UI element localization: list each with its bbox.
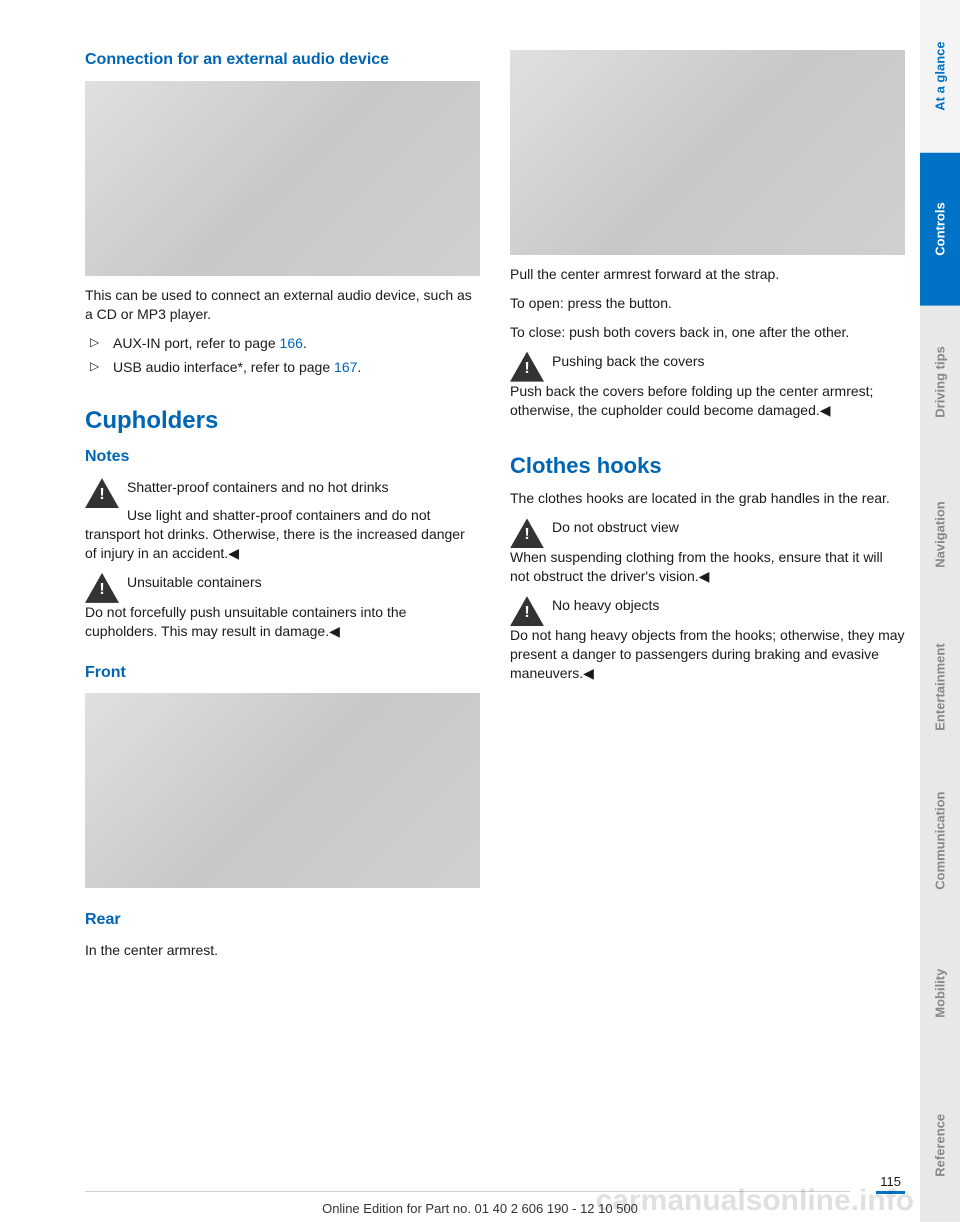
warning-title: Shatter-proof containers and no hot drin… <box>85 478 480 497</box>
tab-communication[interactable]: Communication <box>920 764 960 917</box>
warning-body: Do not forcefully push unsuitable contai… <box>85 603 480 641</box>
tab-entertainment[interactable]: Entertainment <box>920 611 960 764</box>
warning-title: Do not obstruct view <box>510 518 905 537</box>
warning-obstruct: Do not obstruct view When suspending clo… <box>510 518 905 586</box>
warning-unsuitable: Unsuitable containers Do not forcefully … <box>85 573 480 641</box>
heading-notes: Notes <box>85 447 480 468</box>
heading-front: Front <box>85 663 480 684</box>
warning-title: Pushing back the covers <box>510 352 905 371</box>
list-text-post: . <box>357 359 361 375</box>
list-item-usb: USB audio interface*, refer to page 167. <box>85 358 480 377</box>
warning-title: Unsuitable containers <box>85 573 480 592</box>
manual-page: Connection for an external audio device … <box>0 0 960 1222</box>
heading-rear: Rear <box>85 910 480 931</box>
warning-body: When suspending clothing from the hooks,… <box>510 548 905 586</box>
heading-connection: Connection for an external audio device <box>85 50 480 71</box>
list-item-aux: AUX-IN port, refer to page 166. <box>85 334 480 353</box>
warning-body: Push back the covers before folding up t… <box>510 382 905 420</box>
text-pull: Pull the center armrest forward at the s… <box>510 265 905 284</box>
heading-clothes-hooks: Clothes hooks <box>510 453 905 479</box>
list-text: USB audio interface*, refer to page <box>113 359 334 375</box>
watermark: carmanualsonline.info <box>596 1184 914 1218</box>
heading-cupholders: Cupholders <box>85 407 480 435</box>
section-tabs: At a glance Controls Driving tips Naviga… <box>920 0 960 1222</box>
image-front-cupholder <box>85 693 480 888</box>
left-column: Connection for an external audio device … <box>85 50 480 970</box>
text-connect-body: This can be used to connect an external … <box>85 286 480 324</box>
tab-driving-tips[interactable]: Driving tips <box>920 306 960 459</box>
image-armrest-audio <box>85 81 480 276</box>
tab-at-a-glance[interactable]: At a glance <box>920 0 960 153</box>
list-text-post: . <box>303 335 307 351</box>
text-clothes-body: The clothes hooks are located in the gra… <box>510 489 905 508</box>
text-rear-body: In the center armrest. <box>85 941 480 960</box>
warning-body: Use light and shatter-proof containers a… <box>85 506 480 563</box>
tab-controls[interactable]: Controls <box>920 153 960 306</box>
tab-reference[interactable]: Reference <box>920 1069 960 1222</box>
tab-navigation[interactable]: Navigation <box>920 458 960 611</box>
warning-shatter: Shatter-proof containers and no hot drin… <box>85 478 480 563</box>
tab-mobility[interactable]: Mobility <box>920 917 960 1070</box>
warning-heavy: No heavy objects Do not hang heavy objec… <box>510 596 905 683</box>
list-text: AUX-IN port, refer to page <box>113 335 280 351</box>
text-close: To close: push both covers back in, one … <box>510 323 905 342</box>
content-columns: Connection for an external audio device … <box>85 50 905 970</box>
page-link-166[interactable]: 166 <box>280 335 303 351</box>
text-open: To open: press the button. <box>510 294 905 313</box>
right-column: Pull the center armrest forward at the s… <box>510 50 905 970</box>
warning-title: No heavy objects <box>510 596 905 615</box>
warning-pushback: Pushing back the covers Push back the co… <box>510 352 905 420</box>
warning-body: Do not hang heavy objects from the hooks… <box>510 626 905 683</box>
page-link-167[interactable]: 167 <box>334 359 357 375</box>
image-rear-cupholder <box>510 50 905 255</box>
